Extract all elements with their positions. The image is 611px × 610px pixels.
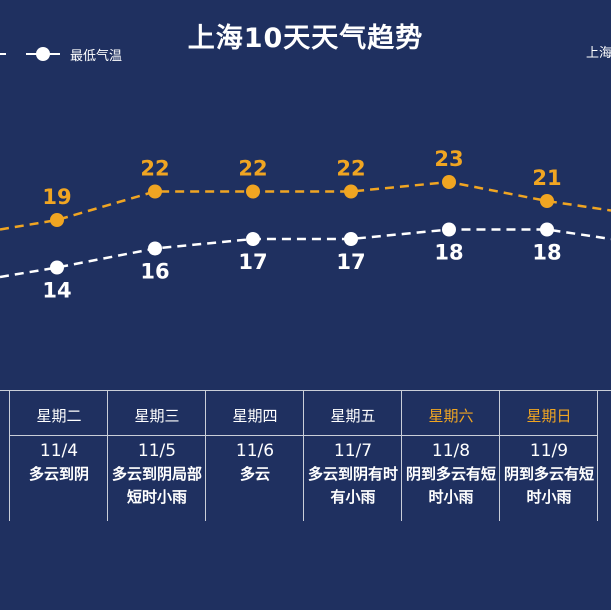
weather-condition: 多云 [239,465,270,483]
data-point [50,213,64,227]
weekday-label: 星期日 [526,407,572,425]
data-label: 18 [434,241,463,265]
temperature-chart: 19 22 22 22 23 21 14 16 17 17 18 18 [0,147,611,303]
series-line [0,180,611,231]
high-temp-series: 19 22 22 22 23 21 [0,147,611,231]
data-point [442,175,456,189]
data-point [442,222,456,237]
data-point [246,232,260,246]
date-label: 11/5 [137,441,177,461]
data-label: 22 [238,157,267,181]
legend-low-swatch [26,44,60,64]
legend-low-temp: 最低气温 [26,44,122,64]
data-point [148,241,162,256]
weekday-label: 星期五 [330,407,376,425]
row-divider [206,435,304,436]
data-label: 22 [336,157,365,181]
data-label: 17 [336,250,365,274]
data-label: 17 [238,250,267,274]
legend-low-label: 最低气温 [70,48,123,64]
forecast-table: 星期二 11/4 多云到阴 星期三 11/5 多云到阴局部短时小雨 星期四 11/6 多云 星期五… [0,390,611,521]
data-label: 18 [532,241,561,265]
data-label: 22 [140,157,169,181]
data-label: 19 [42,185,71,209]
row-divider [10,435,108,436]
weather-condition: 阴到多云有短时小雨 [405,465,496,506]
day-column: 星期五 11/7 多云到阴有时有小雨 [303,391,402,521]
chart-title: 上海10天天气趋势 [187,23,424,54]
weather-condition: 多云到阴局部短时小雨 [111,465,202,506]
day-column: 星期四 11/6 多云 [205,391,304,521]
day-column: 星期六 11/8 阴到多云有短时小雨 [401,391,500,521]
data-label: 23 [434,147,463,171]
date-label: 11/7 [333,441,373,461]
data-label: 16 [140,260,169,284]
data-point [246,184,260,199]
weekday-label: 星期六 [428,407,474,425]
legend-line-fragment [0,53,6,55]
row-divider [108,435,206,436]
low-temp-series: 14 16 17 17 18 18 [0,222,611,303]
weather-condition: 阴到多云有短时小雨 [503,465,594,506]
weekday-label: 星期三 [134,407,180,425]
date-label: 11/9 [529,441,569,461]
date-label: 11/8 [431,441,471,461]
data-point [540,194,554,208]
data-label: 21 [532,166,561,190]
weekday-label: 星期二 [36,407,82,425]
day-column-clipped [597,391,611,521]
data-label: 14 [42,279,71,303]
weather-condition: 多云到阴 [28,465,89,483]
day-column: 星期三 11/5 多云到阴局部短时小雨 [107,391,206,521]
data-point [540,222,554,237]
day-column: 星期日 11/9 阴到多云有短时小雨 [499,391,598,521]
row-divider [304,435,402,436]
row-divider [402,435,500,436]
day-column: 星期二 11/4 多云到阴 [9,391,108,521]
data-point [344,184,358,199]
series-line [0,228,611,279]
data-point [148,184,162,199]
date-label: 11/6 [235,441,275,461]
legend-high-label-clipped: 上海 [586,46,611,61]
weekday-label: 星期四 [232,407,278,425]
date-label: 11/4 [39,441,79,461]
data-point [50,260,64,275]
weather-condition: 多云到阴有时有小雨 [307,465,398,506]
data-point [344,232,358,246]
row-divider [500,435,598,436]
